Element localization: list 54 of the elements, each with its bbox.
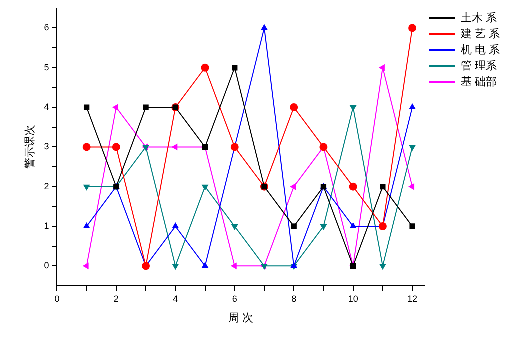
point [172,264,180,270]
point [408,183,415,190]
point [202,262,209,268]
y-tick-label: 6 [44,22,50,33]
point [201,64,210,72]
point [143,104,149,110]
point [290,104,298,112]
x-tick-label: 2 [114,294,119,304]
point [410,224,416,230]
x-tick-label: 12 [408,294,418,304]
point [230,262,237,270]
point [202,184,209,191]
point [82,143,91,152]
y-tick-label: 0 [44,260,50,271]
point [350,222,357,229]
point [409,145,416,152]
point [380,184,386,190]
x-tick-label: 4 [173,294,178,304]
point [409,104,416,110]
x-tick-label: 10 [348,294,358,304]
point [290,183,296,190]
x-tick-label: 0 [54,294,60,304]
point [291,224,297,230]
point [379,264,386,270]
legend-label: 基 础部 [460,76,497,89]
point [83,222,90,229]
point [261,24,268,30]
point [112,104,118,112]
y-tick-label: 1 [44,221,50,231]
point [172,222,180,229]
point [83,184,90,191]
point [84,104,90,110]
point [82,262,89,270]
point [172,144,178,151]
point [112,143,120,152]
point [349,182,358,191]
y-tick-label: 4 [44,102,50,112]
x-tick-label: 8 [292,294,297,304]
y-axis-title: 警示课次 [24,125,37,170]
point [232,65,238,71]
y-tick-label: 5 [44,62,50,72]
legend-label: 建 艺 系 [460,28,500,41]
legend-label: 土木 系 [460,12,497,25]
point [378,64,385,72]
point [408,24,417,32]
legend-label: 机 电 系 [460,44,500,57]
y-tick-label: 3 [44,142,50,152]
point [350,106,357,112]
x-axis-title: 周 次 [228,312,254,324]
legend-label: 管 理系 [460,60,497,73]
point [231,224,238,231]
point [320,224,328,231]
x-tick-label: 6 [232,294,238,304]
y-tick-label: 2 [44,181,50,192]
